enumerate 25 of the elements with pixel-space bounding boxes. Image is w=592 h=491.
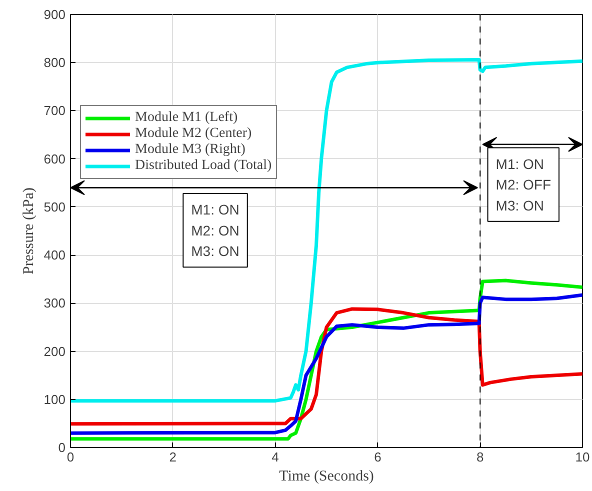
- legend-label: Module M2 (Center): [135, 126, 252, 142]
- x-tick-label: 4: [272, 450, 279, 464]
- annotation: M1: ON M2: OFF M3: ON: [496, 156, 552, 214]
- line-series: [70, 58, 582, 403]
- x-tick-label: 8: [476, 450, 484, 464]
- y-tick-label: 400: [44, 248, 66, 263]
- y-tick-label: 700: [44, 103, 66, 118]
- annotation: M1: ON M2: ON M3: ON: [191, 201, 240, 260]
- legend-label: Distributed Load (Total): [135, 158, 272, 174]
- y-tick-label: 300: [44, 296, 66, 311]
- y-tick-label: 500: [44, 199, 66, 214]
- x-tick-label: 6: [374, 450, 382, 464]
- x-tick-label: 10: [575, 450, 590, 464]
- y-tick-label: 200: [44, 344, 66, 359]
- legend-label: Module M1 (Left): [135, 110, 238, 126]
- x-axis-title: Time (Seconds): [279, 468, 374, 484]
- y-axis-title: Pressure (kPa): [20, 187, 37, 275]
- y-tick-label: 800: [44, 55, 66, 70]
- y-tick-label: 0: [58, 440, 66, 455]
- y-tick-label: 600: [44, 151, 66, 166]
- y-tick-label: 100: [44, 392, 66, 407]
- line-series: [70, 307, 582, 426]
- y-tick-label: 900: [44, 7, 66, 22]
- x-tick-label: 2: [169, 450, 177, 464]
- legend-label: Module M3 (Right): [135, 142, 246, 158]
